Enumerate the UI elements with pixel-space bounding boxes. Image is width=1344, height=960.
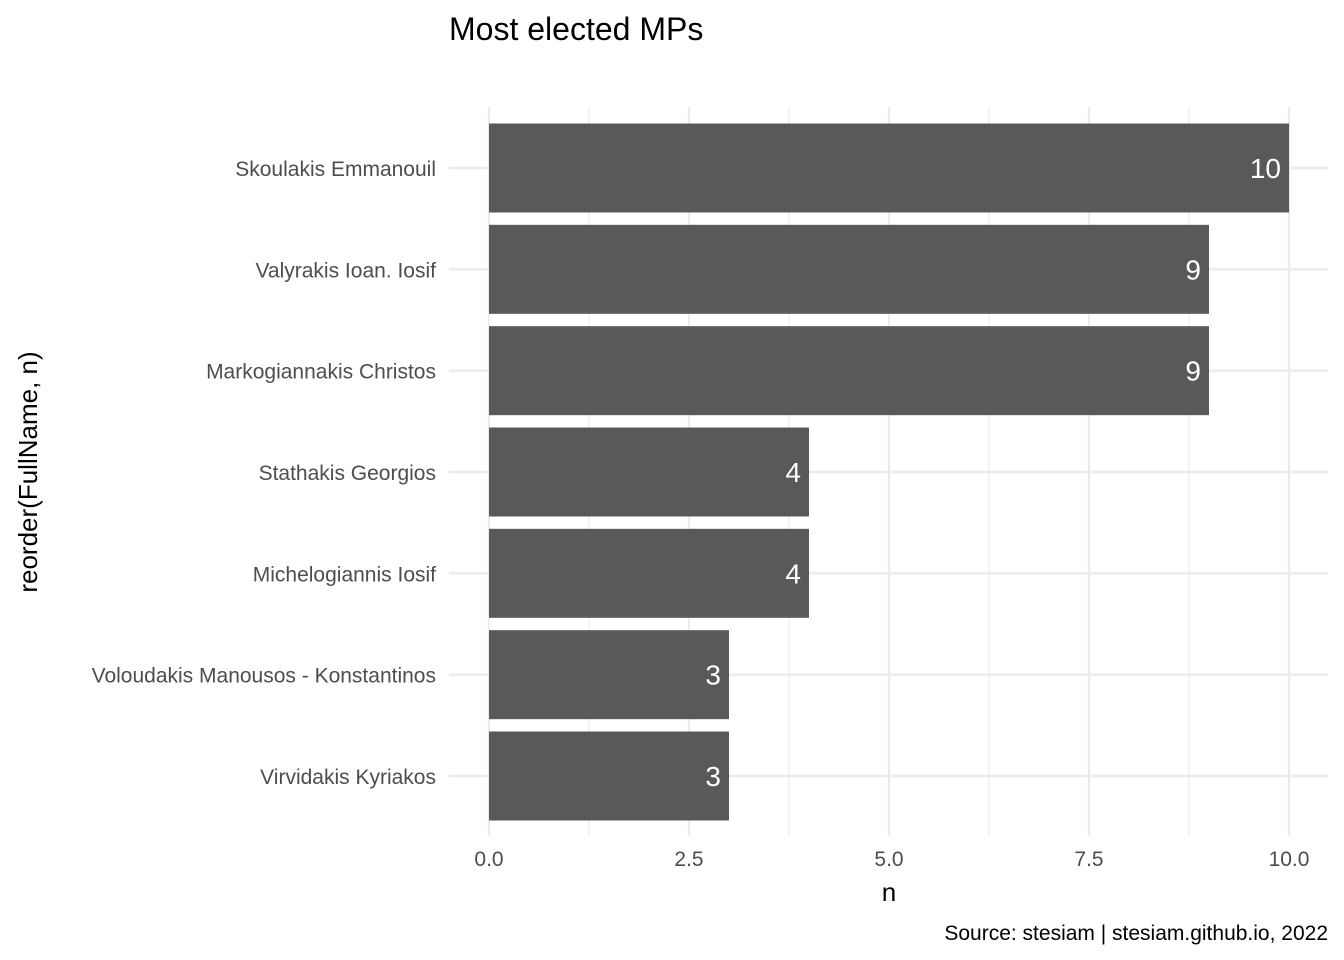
y-tick-label: Valyrakis Ioan. Iosif: [255, 259, 436, 282]
x-tick-label: 7.5: [1074, 848, 1103, 871]
bar-value-label: 4: [785, 457, 801, 488]
bar: [489, 731, 729, 821]
bar: [489, 427, 809, 517]
x-tick-label: 10.0: [1269, 848, 1310, 871]
y-tick-label: Voloudakis Manousos - Konstantinos: [92, 665, 436, 688]
x-tick-label: 2.5: [674, 848, 703, 871]
y-tick-label: Markogiannakis Christos: [206, 361, 436, 384]
y-tick-label: Michelogiannis Iosif: [253, 563, 436, 586]
bar: [489, 630, 729, 720]
x-tick-label: 0.0: [474, 848, 503, 871]
bar: [489, 528, 809, 618]
bar-value-label: 9: [1185, 356, 1201, 387]
chart-title: Most elected MPs: [449, 11, 703, 47]
bar-value-label: 9: [1185, 254, 1201, 285]
bar-value-label: 3: [705, 660, 721, 691]
x-tick-label: 5.0: [874, 848, 903, 871]
bar: [489, 326, 1209, 416]
y-tick-label: Skoulakis Emmanouil: [235, 158, 436, 181]
y-axis-title: reorder(FullName, n): [13, 351, 43, 592]
y-axis-tick-labels: Skoulakis Emmanouil Valyrakis Ioan. Iosif…: [92, 158, 437, 789]
y-tick-label: Stathakis Georgios: [259, 462, 436, 485]
x-axis-title: n: [882, 877, 896, 907]
bar-value-label: 3: [705, 761, 721, 792]
chart-caption: Source: stesiam | stesiam.github.io, 202…: [944, 922, 1328, 945]
y-tick-label: Virvidakis Kyriakos: [260, 766, 436, 789]
bars-layer: 10 9 9 4 4 3 3: [489, 123, 1289, 821]
bar-value-label: 10: [1250, 153, 1281, 184]
bar: [489, 123, 1289, 213]
bar-value-label: 4: [785, 558, 801, 589]
bar: [489, 224, 1209, 314]
x-axis-tick-labels: 0.0 2.5 5.0 7.5 10.0: [474, 848, 1309, 871]
